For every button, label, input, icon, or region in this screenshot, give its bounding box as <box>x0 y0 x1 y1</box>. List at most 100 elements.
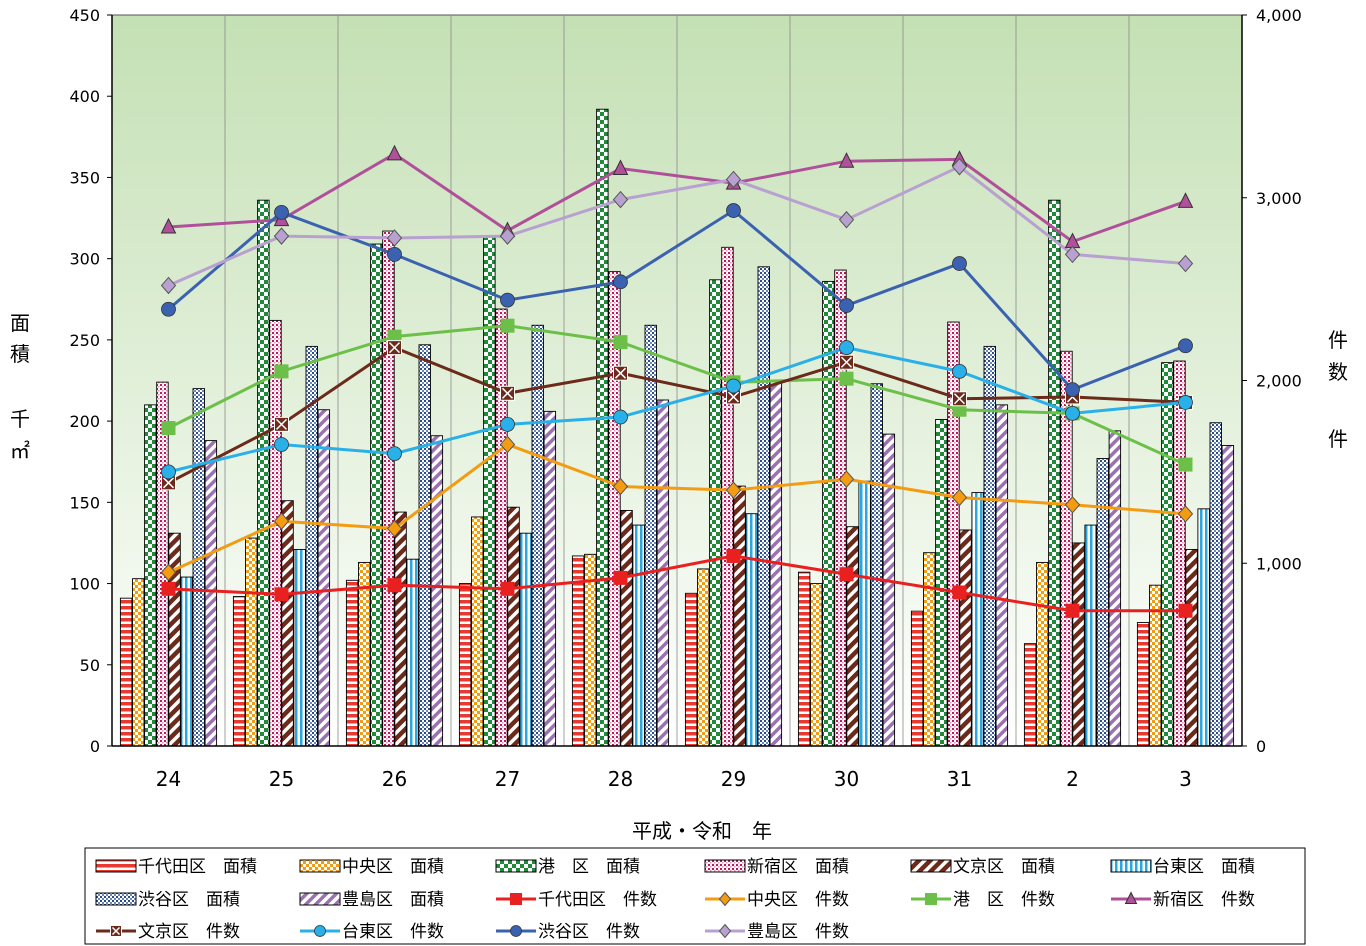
point-新宿区-件数-26 <box>386 144 403 161</box>
legend-item-文京区-面積: 文京区 面積 <box>910 857 1055 877</box>
bar-新宿区-面積-26 <box>382 230 395 747</box>
line-新宿区-件数 <box>168 152 1187 244</box>
bar-台東区-面積-27 <box>519 532 532 747</box>
point-台東区-件数-27 <box>500 416 515 432</box>
legend-item-新宿区-件数: 新宿区 件数 <box>1111 890 1255 910</box>
bar-中央区-面積-30 <box>810 583 823 747</box>
legend-label: 渋谷区 件数 <box>538 922 640 942</box>
legend-swatch <box>299 859 341 873</box>
point-豊島区-件数-2 <box>1064 245 1081 264</box>
point-中央区-件数-29 <box>725 481 742 499</box>
point-千代田区-件数-2 <box>1065 603 1080 618</box>
point-豊島区-件数-29 <box>725 170 742 189</box>
bar-港-区-面積-26 <box>370 243 383 747</box>
bar-渋谷区-面積-30 <box>870 383 883 747</box>
y-left-title-char: 積 <box>10 342 30 366</box>
bar-港-区-面積-24 <box>144 404 157 747</box>
legend-item-文京区-件数: 文京区 件数 <box>96 922 240 942</box>
point-渋谷区-件数-28 <box>613 274 628 290</box>
legend-label: 新宿区 件数 <box>1153 890 1255 910</box>
bar-千代田区-面積-24 <box>119 597 133 747</box>
y-left-title-char: ㎡ <box>10 439 30 463</box>
legend-swatch <box>704 859 746 873</box>
bar-千代田区-面積-2 <box>1023 643 1037 747</box>
bar-中央区-面積-25 <box>245 537 258 747</box>
y-right-tick-label: 0 <box>1256 737 1266 756</box>
legend-box <box>84 847 1306 945</box>
x-tick-label: 2 <box>1066 767 1079 791</box>
point-新宿区-件数-30 <box>838 152 855 168</box>
x-tick-label: 29 <box>721 767 746 791</box>
bar-文京区-面積-31 <box>959 529 972 747</box>
bar-豊島区-面積-2 <box>1108 430 1122 747</box>
point-渋谷区-件数-29 <box>726 203 741 218</box>
point-千代田区-件数-26 <box>387 578 402 593</box>
bar-台東区-面積-3 <box>1197 508 1210 747</box>
point-港-区-件数-27 <box>500 318 515 333</box>
x-tick-label: 3 <box>1179 767 1192 791</box>
y-left-tick-label: 100 <box>69 575 100 594</box>
point-豊島区-件数-30 <box>838 210 855 229</box>
bar-中央区-面積-29 <box>697 568 710 747</box>
x-tick-label: 30 <box>834 767 859 791</box>
point-豊島区-件数-3 <box>1177 254 1194 273</box>
point-台東区-件数-25 <box>274 437 289 452</box>
right-axis-ticks: 0 1,000 2,000 3,000 4,000 <box>1242 6 1302 756</box>
bar-文京区-面積-27 <box>507 506 520 747</box>
bar-港-区-面積-25 <box>257 199 270 747</box>
x-tick-label: 27 <box>495 767 520 791</box>
legend-label: 豊島区 面積 <box>342 890 444 910</box>
point-文京区-件数-25 <box>274 416 289 432</box>
y-right-tick-label: 3,000 <box>1256 189 1302 208</box>
point-豊島区-件数-26 <box>386 229 403 247</box>
bar-台東区-面積-31 <box>971 492 984 747</box>
line-文京区-件数 <box>167 345 1186 485</box>
bar-豊島区-面積-25 <box>317 409 331 747</box>
point-新宿区-件数-24 <box>160 217 177 234</box>
y-left-tick-label: 400 <box>69 87 100 106</box>
bar-文京区-面積-29 <box>733 485 746 747</box>
bar-新宿区-面積-29 <box>721 246 734 747</box>
bar-新宿区-面積-27 <box>495 308 508 747</box>
legend-marker <box>925 893 937 905</box>
point-渋谷区-件数-31 <box>952 256 967 271</box>
point-豊島区-件数-31 <box>951 157 968 176</box>
bar-千代田区-面積-26 <box>345 579 359 747</box>
point-千代田区-件数-24 <box>161 581 176 596</box>
legend-item-港-区-面積: 港 区 面積 <box>495 857 640 877</box>
bar-文京区-面積-25 <box>281 500 294 747</box>
legend-swatch <box>495 859 537 873</box>
point-千代田区-件数-25 <box>274 587 289 602</box>
bar-港-区-面積-29 <box>709 279 722 747</box>
point-渋谷区-件数-24 <box>161 301 176 317</box>
bar-豊島区-面積-30 <box>882 433 896 747</box>
bar-千代田区-面積-30 <box>797 571 811 747</box>
point-中央区-件数-28 <box>612 477 629 496</box>
legend-marker <box>510 925 522 937</box>
bar-台東区-面積-29 <box>745 513 758 747</box>
legend-label: 中央区 件数 <box>747 890 849 910</box>
bar-中央区-面積-27 <box>471 516 484 747</box>
legend-item-台東区-件数: 台東区 件数 <box>300 922 444 942</box>
legend-label: 港 区 面積 <box>538 857 640 877</box>
bar-豊島区-面積-24 <box>204 440 218 747</box>
point-文京区-件数-29 <box>726 389 741 405</box>
y-left-tick-label: 200 <box>69 412 100 431</box>
bar-文京区-面積-30 <box>846 526 859 747</box>
legend-marker <box>718 891 732 907</box>
bar-渋谷区-面積-28 <box>644 324 657 747</box>
legend-item-新宿区-面積: 新宿区 面積 <box>704 857 849 877</box>
point-台東区-件数-24 <box>161 464 176 480</box>
legend-swatch <box>1110 859 1152 873</box>
y-left-title-char: 面 <box>10 311 30 335</box>
x-axis-title: 平成・令和 年 <box>632 819 772 843</box>
point-中央区-件数-30 <box>838 470 855 488</box>
point-豊島区-件数-24 <box>160 276 177 295</box>
y-left-tick-label: 300 <box>69 250 100 269</box>
legend-label: 豊島区 件数 <box>747 922 849 942</box>
legend-marker <box>510 893 522 905</box>
x-tick-label: 25 <box>269 767 294 791</box>
legend-item-千代田区-面積: 千代田区 面積 <box>95 857 257 877</box>
point-渋谷区-件数-2 <box>1065 382 1080 398</box>
bar-豊島区-面積-28 <box>656 399 670 747</box>
